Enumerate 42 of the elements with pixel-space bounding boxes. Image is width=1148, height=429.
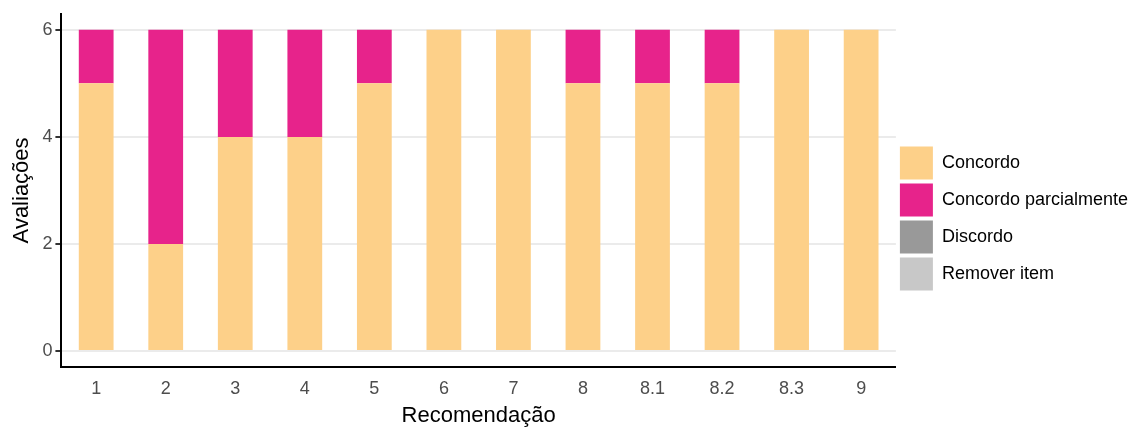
x-tick-label: 8.2: [709, 377, 735, 398]
x-axis-title: Recomendação: [401, 401, 556, 427]
legend-label: Discordo: [941, 225, 1013, 246]
bar: [565, 29, 601, 84]
y-axis-title: Avaliações: [8, 137, 34, 244]
bar: [217, 136, 253, 350]
bar: [356, 83, 392, 350]
bar: [426, 29, 462, 350]
y-tick-label: 2: [42, 232, 53, 253]
legend-label: Concordo parcialmente: [941, 188, 1129, 209]
bar: [78, 29, 114, 84]
bar: [635, 83, 670, 350]
bar: [704, 29, 740, 84]
bar: [565, 83, 601, 350]
x-tick-label: 4: [299, 377, 310, 398]
bar: [148, 243, 184, 350]
y-tick-label: 0: [42, 339, 53, 360]
bar: [78, 83, 114, 350]
x-tick-label: 8.1: [639, 377, 666, 398]
bar: [635, 29, 670, 84]
bar: [287, 29, 323, 137]
legend-label: Concordo: [941, 151, 1020, 172]
x-tick-label: 9: [856, 377, 867, 398]
bar: [217, 29, 253, 137]
x-tick-label: 3: [230, 377, 241, 398]
bar: [843, 29, 879, 350]
bar: [287, 136, 323, 350]
x-tick-label: 8.3: [779, 377, 805, 398]
x-tick-label: 6: [438, 377, 449, 398]
x-tick-label: 5: [369, 377, 380, 398]
x-tick-label: 8: [577, 377, 588, 398]
x-tick-label: 2: [160, 377, 171, 398]
y-tick-label: 4: [42, 125, 53, 146]
bar: [356, 29, 392, 84]
legend-label: Remover item: [941, 262, 1054, 283]
x-tick-label: 7: [508, 377, 519, 398]
bar: [704, 83, 740, 350]
y-tick-label: 6: [42, 18, 53, 39]
bar: [148, 29, 184, 244]
x-tick-label: 1: [91, 377, 102, 398]
bar: [774, 29, 809, 350]
bar: [496, 29, 531, 350]
